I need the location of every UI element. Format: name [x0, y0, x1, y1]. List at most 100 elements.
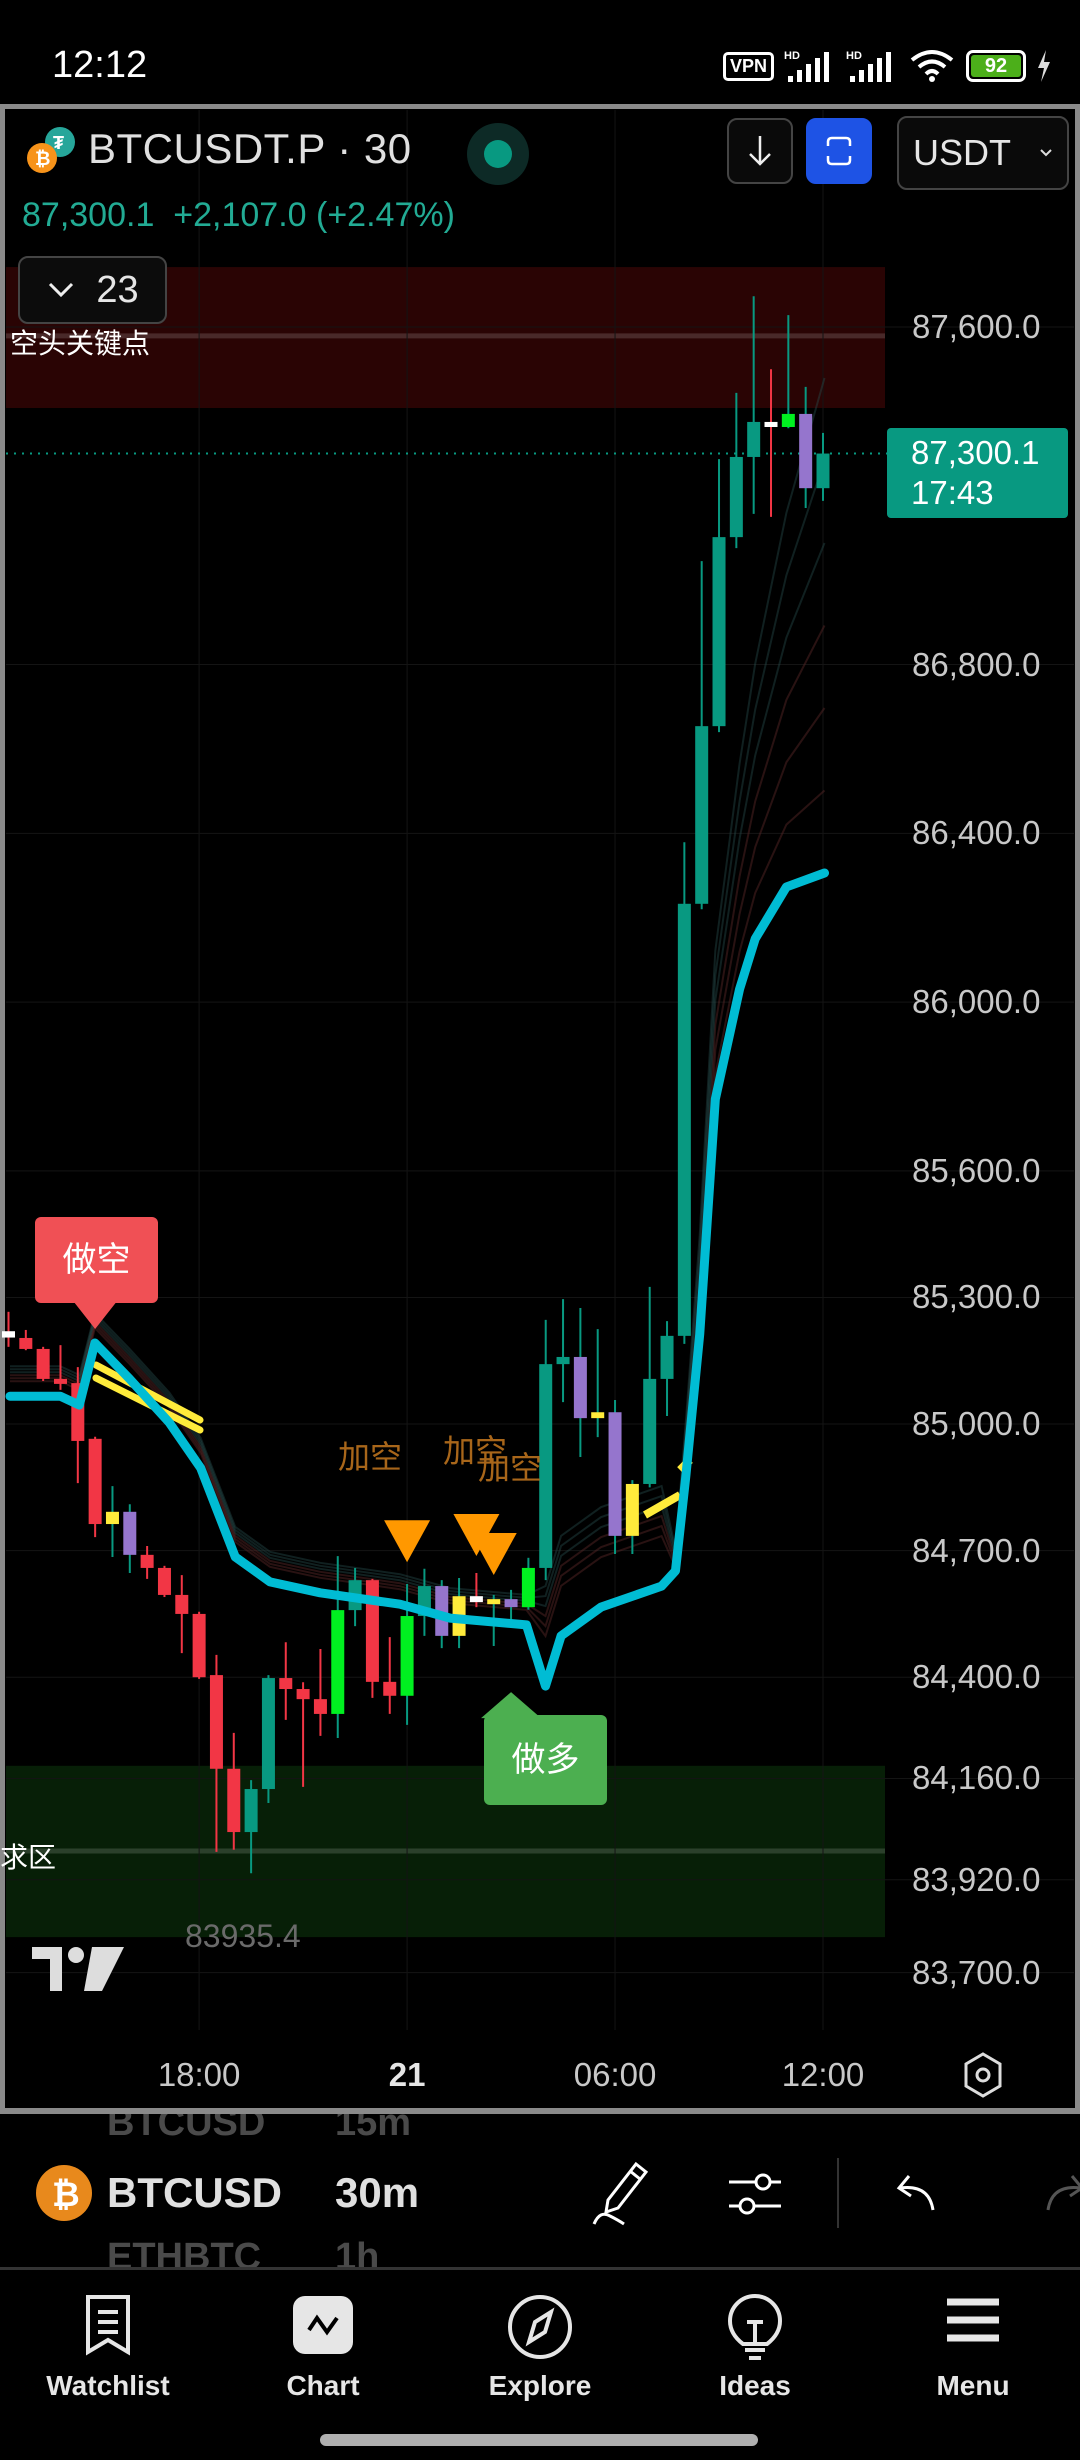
candle-body [625, 1483, 639, 1536]
nav-label: Chart [286, 2370, 360, 2401]
indicators-toggle-button[interactable]: 23 [18, 256, 167, 324]
candle-body [157, 1567, 171, 1595]
toolbar-divider [837, 2158, 839, 2228]
candle-body [227, 1768, 241, 1833]
candle-body [140, 1554, 154, 1568]
add-short-arrow-icon [470, 1532, 517, 1575]
redo-icon[interactable] [1040, 2170, 1080, 2218]
market-status-dot-icon[interactable] [466, 122, 530, 186]
price-axis-label: 85,600.0 [912, 1151, 1041, 1189]
home-indicator[interactable] [320, 2434, 758, 2446]
candle-body [383, 1681, 397, 1696]
last-price-tag-price: 87,300.1 [911, 434, 1040, 471]
interval-selector[interactable]: 30m [335, 2169, 420, 2216]
candle-body [400, 1616, 414, 1696]
candle-body [435, 1586, 449, 1636]
bar-countdown: 17:43 [911, 474, 994, 511]
drawing-tools-icon[interactable] [590, 2158, 652, 2228]
candle-body [331, 1610, 345, 1714]
symbol-logo-icon: ₮ ₿ [27, 127, 75, 173]
long-signal-label: 做多 [484, 1715, 607, 1805]
short-signal-label: 做空 [35, 1217, 158, 1303]
nav-chart[interactable]: Chart [233, 2272, 413, 2412]
indicators-count: 23 [96, 268, 139, 311]
bottom-toolbar: BTCUSD 15m ₿ BTCUSD 30m ETHBTC 1h [0, 2114, 1080, 2270]
candle-body [764, 421, 778, 427]
short-signal-pointer [73, 1301, 118, 1330]
nav-label: Watchlist [46, 2370, 170, 2401]
nav-label: Menu [936, 2370, 1010, 2401]
candle-body [192, 1613, 206, 1678]
low-price-marker: 83935.4 [185, 1918, 301, 1954]
candle-body [799, 413, 813, 489]
prev-symbol[interactable]: BTCUSD [107, 2114, 266, 2144]
signal-icon: HD [784, 50, 829, 82]
bottom-navigation: Watchlist Chart Explore Ideas Menu [0, 2272, 1080, 2460]
svg-text:₿: ₿ [35, 149, 50, 170]
chart-settings-icon[interactable] [960, 2050, 1006, 2100]
currency-select[interactable]: USDT [897, 116, 1069, 190]
nav-label: Explore [488, 2370, 592, 2401]
candle-body [608, 1412, 622, 1536]
nav-watchlist[interactable]: Watchlist [18, 2272, 198, 2412]
price-axis-label: 86,800.0 [912, 645, 1041, 683]
candle-body [19, 1337, 33, 1349]
prev-interval[interactable]: 15m [335, 2114, 412, 2144]
nav-label: Ideas [719, 2370, 791, 2401]
symbol-title[interactable]: BTCUSDT.P · 30 [88, 125, 412, 172]
currency-select-value: USDT [913, 132, 1011, 173]
ema-line [5, 868, 830, 1691]
price-axis-label: 84,400.0 [912, 1658, 1041, 1696]
add-short-label: 加空 [478, 1450, 543, 1486]
tradingview-logo-icon [32, 1947, 124, 1991]
price-axis-label: 87,600.0 [912, 308, 1041, 345]
price-axis-label: 83,700.0 [912, 1953, 1041, 1991]
price-axis-label: 84,700.0 [912, 1531, 1041, 1569]
candlestick-chart[interactable] [0, 0, 1080, 2114]
resistance-zone-label: 空头关键点 [10, 328, 151, 359]
status-bar: 12:12 VPN HD HD 92 [0, 0, 1080, 100]
ribbon-line [10, 789, 826, 1639]
svg-text:₿: ₿ [52, 2176, 80, 2214]
candle-body [487, 1599, 501, 1605]
demand-zone [6, 1765, 885, 1938]
candle-body [279, 1678, 293, 1690]
time-axis-label: 18:00 [157, 2056, 241, 2093]
add-short-label: 加空 [338, 1439, 403, 1475]
candle-body [660, 1335, 674, 1379]
hamburger-menu-icon [947, 2298, 999, 2342]
undo-icon[interactable] [895, 2170, 941, 2218]
nav-explore[interactable]: Explore [450, 2272, 630, 2412]
next-symbol[interactable]: ETHBTC [107, 2236, 262, 2270]
price-axis-label: 86,400.0 [912, 814, 1041, 852]
candle-body [781, 413, 795, 427]
candle-body [175, 1594, 189, 1614]
scroll-to-latest-button[interactable] [727, 118, 793, 184]
candle-body [712, 537, 726, 727]
watchlist-icon [86, 2295, 130, 2356]
candle-body [296, 1689, 310, 1700]
charging-icon [1038, 50, 1050, 82]
arrow-down-icon [749, 136, 771, 166]
price-axis-label: 85,000.0 [912, 1405, 1041, 1443]
nav-menu[interactable]: Menu [883, 2272, 1063, 2412]
time-axis-label: 12:00 [781, 2056, 865, 2093]
fullscreen-button[interactable] [806, 118, 872, 184]
nav-ideas[interactable]: Ideas [665, 2272, 845, 2412]
bitcoin-icon: ₿ [36, 2165, 92, 2221]
next-interval[interactable]: 1h [335, 2236, 380, 2270]
status-icons: VPN HD HD 92 [722, 48, 1052, 84]
add-short-arrow-icon [384, 1520, 431, 1563]
candle-body [105, 1511, 119, 1525]
candle-body [643, 1378, 657, 1484]
candle-body [573, 1356, 587, 1419]
candle-body [53, 1378, 67, 1384]
indicator-settings-icon[interactable] [725, 2164, 785, 2224]
quote-line: 87,300.1 +2,107.0 (+2.47%) [22, 196, 455, 235]
candle-body [591, 1412, 605, 1419]
candle-body [123, 1511, 137, 1555]
svg-text:₮: ₮ [53, 133, 64, 153]
symbol-selector[interactable]: BTCUSD [107, 2169, 282, 2216]
candle-body [504, 1599, 518, 1608]
long-signal-pointer [481, 1692, 542, 1719]
